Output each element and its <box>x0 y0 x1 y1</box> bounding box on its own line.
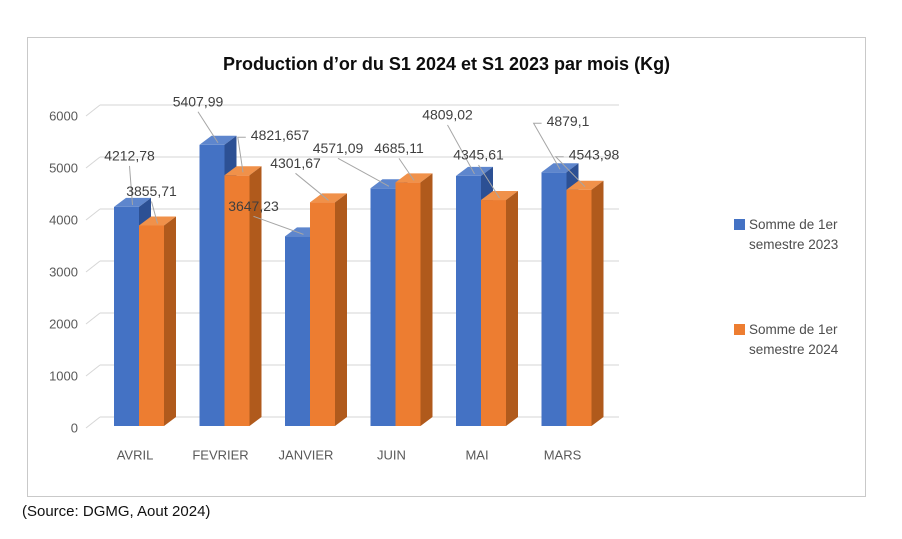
bar-avril-2024-side <box>164 216 176 426</box>
x-category-label-mars: MARS <box>544 447 582 462</box>
legend-label-2024-line1: Somme de 1er <box>749 322 838 337</box>
data-label-juin-2023-leader <box>337 157 390 187</box>
bar-mars-2024-side <box>591 180 604 426</box>
y-axis-tick-4000 <box>85 208 101 221</box>
bar-janvier-2024-top <box>310 193 347 203</box>
chart-frame: 0 1000 2000 3000 4000 5000 6000 4212,78 3855,71 5… <box>27 37 866 497</box>
legend-label-2024: Somme de 1er semestre 2024 <box>749 320 838 360</box>
bar-juin-2024-front <box>395 182 421 426</box>
legend-label-2023-line1: Somme de 1er <box>749 217 838 232</box>
data-label-juin-2024-leader <box>398 158 415 181</box>
bar-mai-2024-front <box>481 200 506 426</box>
chart-title: Production d’or du S1 2024 et S1 2023 pa… <box>222 54 671 74</box>
x-category-label-janvier: JANVIER <box>279 447 334 462</box>
bar-fevrier-2024-front <box>224 175 250 426</box>
bar-juin-2023-front <box>370 188 396 426</box>
bar-avril-2024-front <box>139 225 164 426</box>
data-label-juin-2024: 4685,11 <box>374 140 424 156</box>
y-tick-label-4000: 4000 <box>49 212 78 227</box>
x-category-label-fevrier: FEVRIER <box>192 447 248 462</box>
bar-mai-2024-top <box>481 191 518 201</box>
y-tick-label-6000: 6000 <box>49 108 78 123</box>
y-tick-label-2000: 2000 <box>49 316 78 331</box>
data-label-fevrier-2023: 5407,99 <box>173 93 224 109</box>
bar-juin-2024-side <box>420 173 433 426</box>
data-label-janvier-2023: 3647,23 <box>228 198 279 214</box>
x-category-label-juin: JUIN <box>377 447 406 462</box>
y-tick-label-1000: 1000 <box>49 368 78 383</box>
data-label-mars-2023-leader <box>532 122 561 170</box>
bar-fevrier-2023-top <box>199 135 237 145</box>
bar-mai-2023-front <box>456 175 481 426</box>
y-axis-tick-0 <box>85 416 101 429</box>
bar-mars-2024-top <box>566 180 604 190</box>
legend-item-2023: Somme de 1er semestre 2023 <box>734 215 838 255</box>
data-label-mars-2023: 4879,1 <box>547 113 590 129</box>
legend-label-2023-line2: semestre 2023 <box>749 237 839 252</box>
data-label-janvier-2023-leader <box>253 215 304 235</box>
y-tick-label-5000: 5000 <box>49 160 78 175</box>
bar-janvier-2023-front <box>285 236 310 426</box>
bar-fevrier-2023-front <box>199 144 225 426</box>
data-label-mars-2024-leader <box>554 156 586 188</box>
data-label-avril-2024: 3855,71 <box>126 183 177 199</box>
legend-label-2023: Somme de 1er semestre 2023 <box>749 215 838 255</box>
y-axis-tick-6000 <box>85 104 101 117</box>
data-label-avril-2023: 4212,78 <box>104 148 155 164</box>
y-tick-label-3000: 3000 <box>49 264 78 279</box>
data-label-avril-2023-leader <box>129 165 133 205</box>
data-label-janvier-2024-leader <box>295 172 329 201</box>
y-tick-label-0: 0 <box>71 420 78 435</box>
data-label-fevrier-2024: 4821,657 <box>251 127 310 143</box>
bar-janvier-2024-side <box>335 193 347 426</box>
bar-avril-2024-top <box>139 216 176 226</box>
data-label-mai-2023: 4809,02 <box>422 107 473 123</box>
data-label-avril-2024-leader <box>151 201 158 224</box>
chart-plot-area: 0 1000 2000 3000 4000 5000 6000 4212,78 3855,71 5… <box>49 93 620 462</box>
data-label-mai-2024-leader <box>478 164 500 199</box>
data-label-juin-2023: 4571,09 <box>313 140 364 156</box>
bar-avril-2023-front <box>114 206 139 426</box>
y-axis-tick-1000 <box>85 364 101 377</box>
bar-juin-2024-top <box>395 173 433 183</box>
y-axis-tick-3000 <box>85 260 101 273</box>
legend-marker-2023-icon <box>734 219 745 230</box>
legend-label-2024-line2: semestre 2024 <box>749 342 839 357</box>
y-axis-tick-2000 <box>85 312 101 325</box>
legend-item-2024: Somme de 1er semestre 2024 <box>734 320 838 360</box>
data-label-mai-2023-leader <box>447 124 475 175</box>
data-label-janvier-2024: 4301,67 <box>270 155 321 171</box>
bar-fevrier-2024-side <box>249 166 262 426</box>
bar-mars-2023-front <box>541 172 567 426</box>
bar-janvier-2024-front <box>310 202 335 426</box>
data-label-fevrier-2023-leader <box>197 111 219 144</box>
x-category-label-mai: MAI <box>465 447 488 462</box>
legend-marker-2024-icon <box>734 324 745 335</box>
source-note: (Source: DGMG, Aout 2024) <box>22 503 211 520</box>
data-label-mai-2024: 4345,61 <box>453 147 504 163</box>
bar-mai-2024-side <box>506 191 518 426</box>
y-axis-tick-5000 <box>85 156 101 169</box>
x-category-label-avril: AVRIL <box>117 447 154 462</box>
bar-mars-2024-front <box>566 189 592 426</box>
data-label-fevrier-2024-leader <box>237 136 246 173</box>
data-label-mars-2024: 4543,98 <box>569 146 620 162</box>
